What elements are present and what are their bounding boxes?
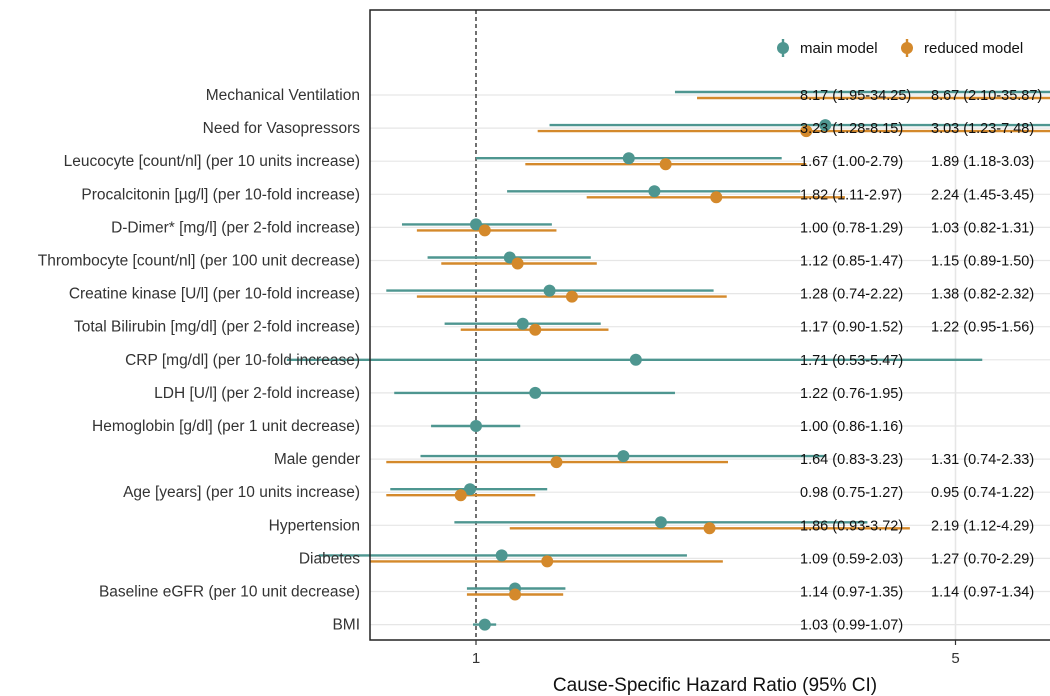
point-main [470,420,482,432]
row-label: Leucocyte [count/nl] (per 10 units incre… [64,153,360,170]
hr-text-main: 1.03 (0.99-1.07) [800,618,903,634]
hr-text-reduced: 1.15 (0.89-1.50) [931,254,1034,270]
hr-text-reduced: 1.03 (0.82-1.31) [931,220,1034,236]
hr-text-main: 1.22 (0.76-1.95) [800,386,903,402]
row-label: Age [years] (per 10 units increase) [123,484,360,501]
point-reduced [529,323,542,336]
row-label: Thrombocyte [count/nl] (per 100 unit dec… [38,253,360,270]
point-reduced [565,290,578,303]
legend-key-point [901,42,913,54]
hr-text-reduced: 8.67 (2.10-35.87) [931,88,1042,104]
row-label: CRP [mg/dl] (per 10-fold increase) [125,352,360,369]
x-tick-label: 1 [472,650,480,667]
point-main [543,284,556,297]
row-label: Diabetes [299,550,360,567]
hr-text-reduced: 2.19 (1.12-4.29) [931,518,1034,534]
row-label: Procalcitonin [µg/l] (per 10-fold increa… [81,186,360,203]
hr-text-reduced: 3.03 (1.23-7.48) [931,121,1034,137]
x-tick-label: 5 [951,650,959,667]
point-main [648,185,661,198]
point-main [516,317,529,330]
point-reduced [703,522,716,535]
point-main [529,386,542,399]
hr-text-reduced: 0.95 (0.74-1.22) [931,485,1034,501]
hr-text-reduced: 1.22 (0.95-1.56) [931,320,1034,336]
hr-text-main: 3.23 (1.28-8.15) [800,121,903,137]
legend-label: reduced model [924,40,1023,57]
point-reduced [541,555,554,568]
row-label: BMI [332,617,360,634]
point-main [470,218,482,231]
point-main [617,450,630,463]
row-label: Mechanical Ventilation [206,87,360,104]
point-main [819,119,832,132]
point-main [654,516,667,529]
point-reduced [454,489,467,502]
row-label: LDH [U/l] (per 2-fold increase) [154,385,360,402]
point-reduced [800,125,813,138]
row-label: D-Dimer* [mg/l] (per 2-fold increase) [111,219,360,236]
row-label: Baseline eGFR (per 10 unit decrease) [99,584,360,601]
hr-text-main: 1.86 (0.93-3.72) [800,518,903,534]
plot-panel-border [369,9,1050,641]
point-reduced [478,224,491,237]
hr-text-main: 1.28 (0.74-2.22) [800,287,903,303]
hr-text-main: 1.64 (0.83-3.23) [800,452,903,468]
row-label: Hypertension [269,517,360,534]
hr-text-main: 1.17 (0.90-1.52) [800,320,903,336]
row-label: Total Bilirubin [mg/dl] (per 2-fold incr… [74,319,360,336]
hr-text-layer: 8.17 (1.95-34.25) 8.67 (2.10-35.87) 3.23 (… [800,88,1042,634]
hr-text-main: 1.71 (0.53-5.47) [800,353,903,369]
hr-text-reduced: 1.31 (0.74-2.33) [931,452,1034,468]
hr-text-reduced: 1.14 (0.97-1.34) [931,585,1034,601]
x-axis-title: Cause-Specific Hazard Ratio (95% CI) [553,675,877,696]
hr-text-main: 1.67 (1.00-2.79) [800,154,903,170]
row-label: Hemoglobin [g/dl] (per 1 unit decrease) [92,418,360,435]
hr-text-main: 1.14 (0.97-1.35) [800,585,903,601]
point-main [495,549,508,562]
point-main [629,353,642,366]
hr-text-reduced: 1.89 (1.18-3.03) [931,154,1034,170]
point-reduced [509,588,522,601]
hr-text-reduced: 2.24 (1.45-3.45) [931,187,1034,203]
hr-text-reduced: 1.38 (0.82-2.32) [931,287,1034,303]
row-label-layer: Mechanical Ventilation Need for Vasopress… [38,87,360,634]
point-reduced [710,191,723,204]
legend-key-point [777,42,789,54]
hr-text-main: 1.00 (0.78-1.29) [800,220,903,236]
row-label: Need for Vasopressors [203,120,361,137]
x-axis: 151030 [472,640,960,667]
legend-label: main model [800,40,878,57]
point-main [622,152,635,165]
row-label: Male gender [274,451,360,468]
point-reduced [550,456,563,469]
legend: main model reduced model [777,39,1023,57]
hr-text-main: 1.09 (0.59-2.03) [800,551,903,567]
point-reduced [659,158,672,171]
hr-text-main: 0.98 (0.75-1.27) [800,485,903,501]
hr-text-reduced: 1.27 (0.70-2.29) [931,551,1034,567]
row-label: Creatine kinase [U/l] (per 10-fold incre… [69,286,360,303]
hr-text-main: 8.17 (1.95-34.25) [800,88,911,104]
hr-text-main: 1.00 (0.86-1.16) [800,419,903,435]
marks-layer [286,90,1050,631]
point-main [478,618,491,631]
hr-text-main: 1.82 (1.11-2.97) [800,187,902,203]
hr-text-main: 1.12 (0.85-1.47) [800,254,903,270]
point-reduced [511,257,524,270]
point-main [463,483,476,496]
